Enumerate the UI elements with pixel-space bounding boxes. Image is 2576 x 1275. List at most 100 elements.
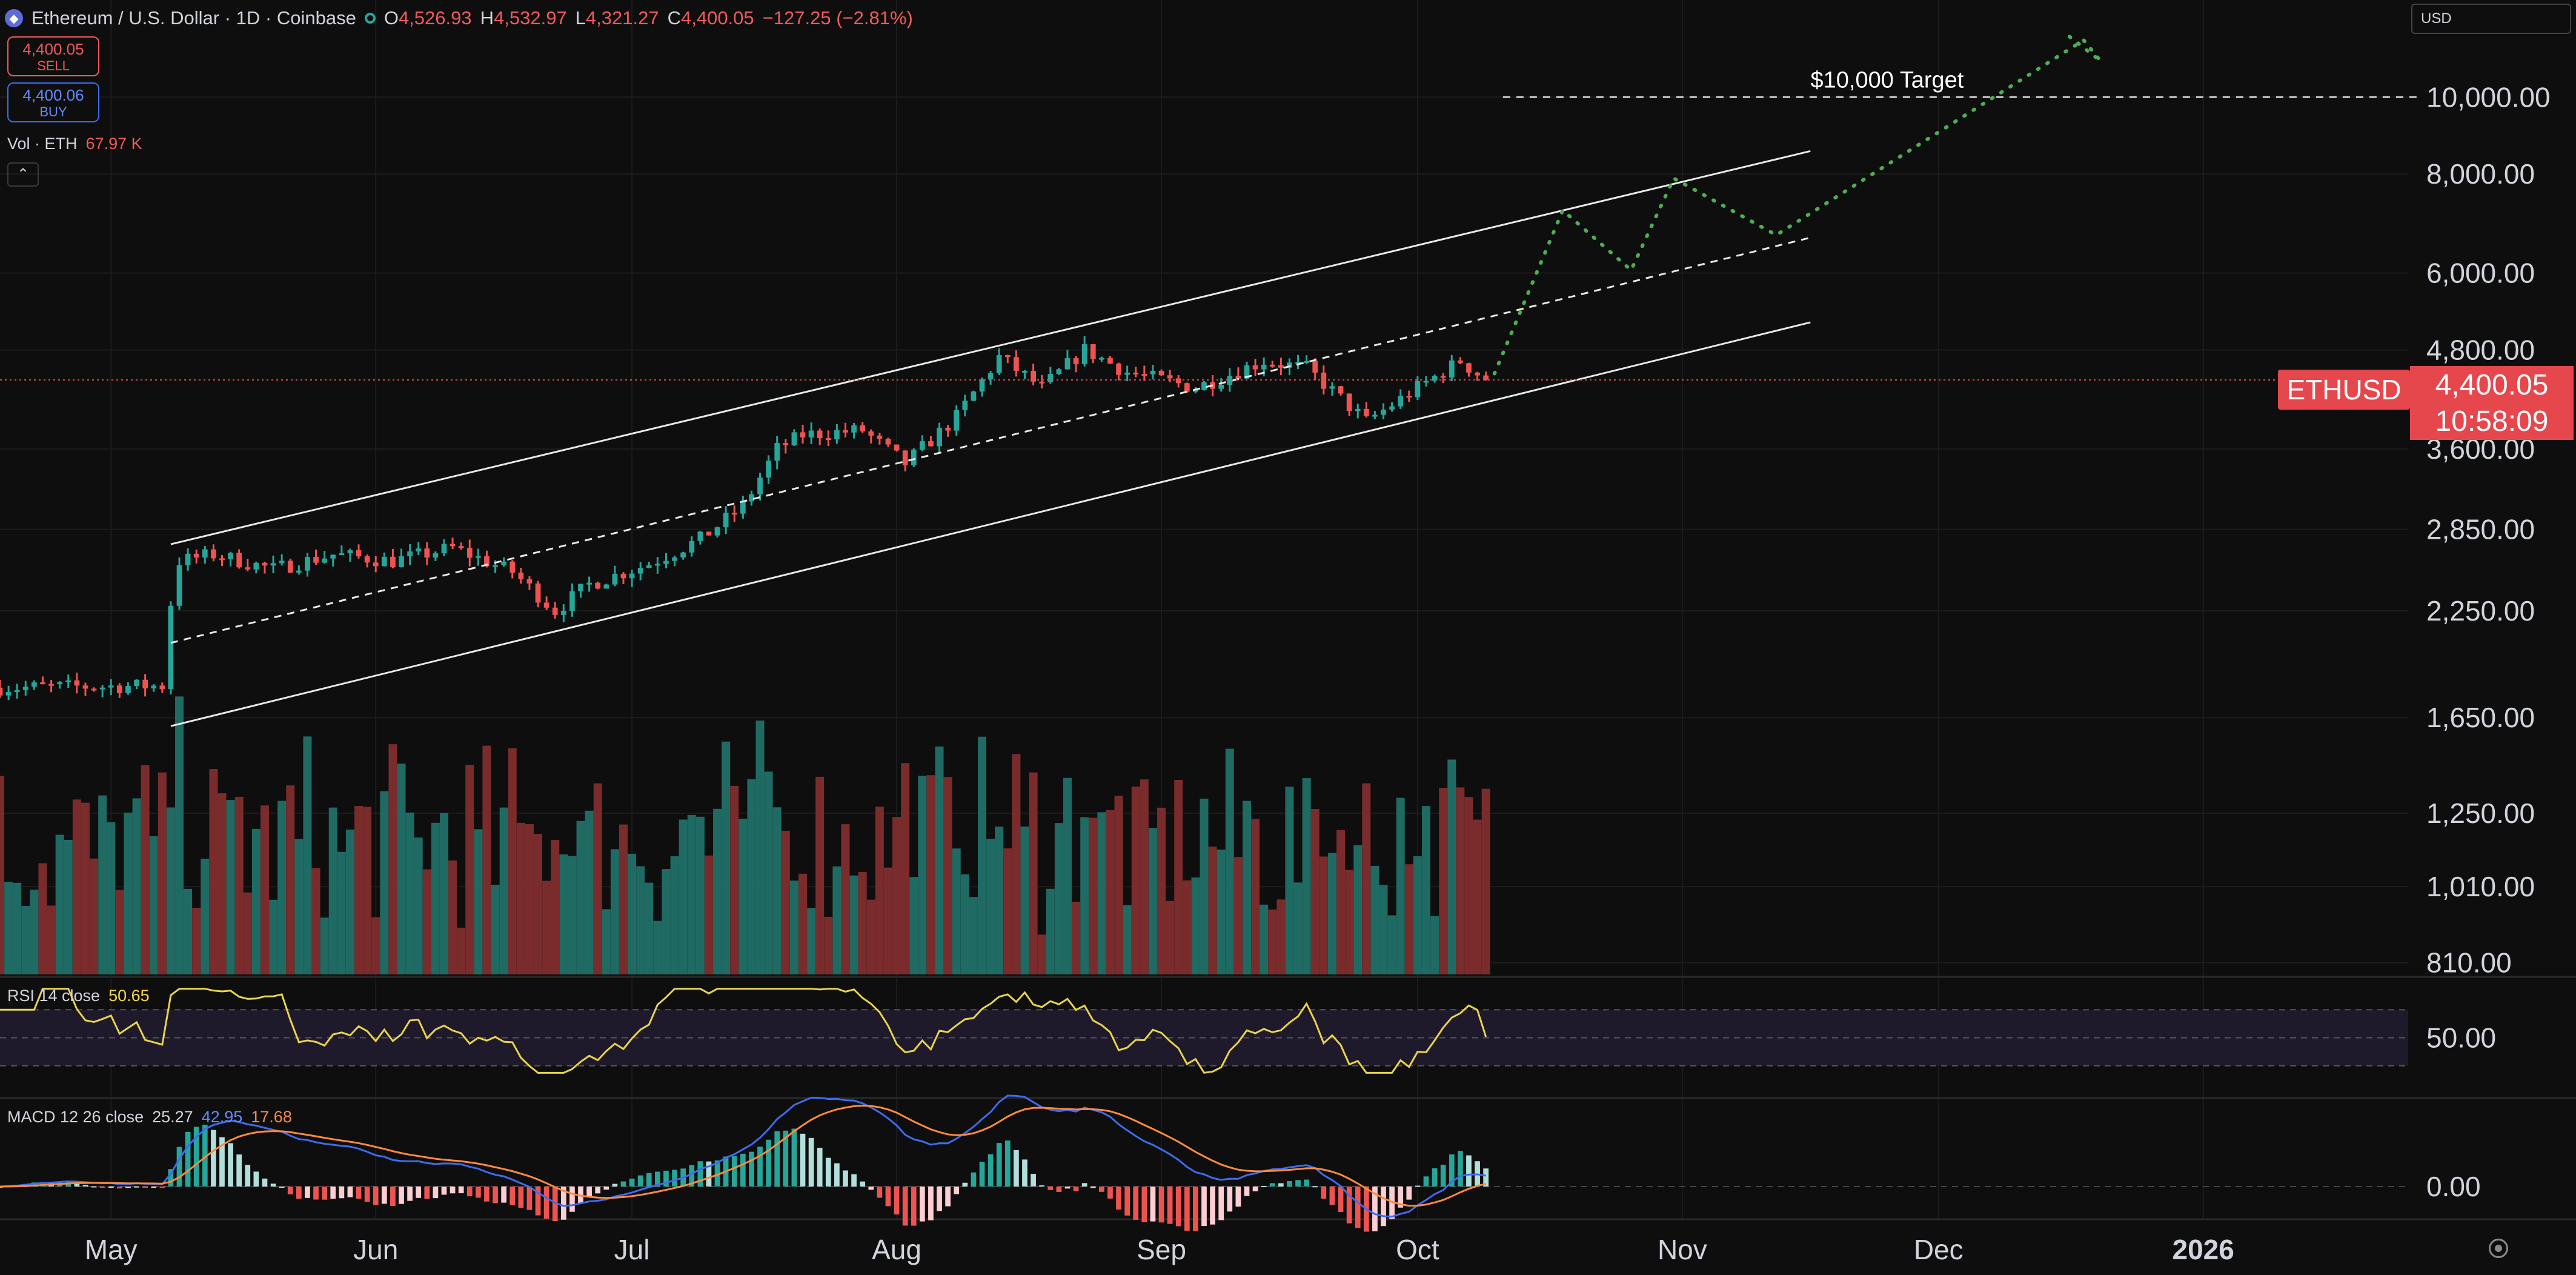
ohlc-values: O4,526.93 H4,532.97 L4,321.27 C4,400.05 … <box>383 7 913 28</box>
candle-body <box>493 565 498 567</box>
macd-hist-bar <box>877 1187 883 1198</box>
volume-bar <box>13 882 22 974</box>
macd-hist-bar <box>1064 1187 1071 1189</box>
macd-hist-bar <box>911 1187 917 1226</box>
volume-bar <box>568 856 577 974</box>
macd-hist-bar <box>1031 1174 1036 1187</box>
candle-body <box>1415 381 1421 398</box>
volume-bar <box>1430 916 1439 974</box>
candle-body <box>851 425 857 433</box>
candle-body <box>202 549 208 558</box>
volume-bar <box>610 849 619 974</box>
volume-bar <box>978 736 987 974</box>
volume-bar <box>1370 866 1379 974</box>
candle-body <box>996 355 1002 373</box>
volume-bar <box>824 916 833 974</box>
sell-button[interactable]: 4,400.05 SELL <box>7 36 99 76</box>
volume-bar <box>935 746 944 974</box>
macd-hist-bar <box>714 1160 720 1187</box>
candle-body <box>330 554 336 559</box>
macd-hist-bar <box>1201 1187 1207 1227</box>
volume-bar <box>465 765 474 974</box>
candle-body <box>817 430 823 439</box>
volume-bar <box>1421 806 1430 974</box>
macd-hist-bar <box>885 1187 891 1207</box>
candle-body <box>32 682 37 687</box>
candle-body <box>1269 364 1275 367</box>
macd-hist-bar <box>99 1187 105 1188</box>
macd-pane: 0.00 <box>0 1094 2481 1232</box>
volume-bar <box>422 869 431 974</box>
volume-bar <box>653 920 662 974</box>
macd-hist-bar <box>1432 1168 1438 1187</box>
macd-hist-bar <box>800 1133 806 1187</box>
macd-hist-bar <box>646 1173 652 1187</box>
volume-bar <box>226 800 235 974</box>
market-status-icon <box>364 13 376 24</box>
macd-hist-bar <box>458 1187 464 1194</box>
volume-bar <box>628 853 637 974</box>
macd-hist-bar <box>928 1187 934 1220</box>
macd-hist-bar <box>279 1187 285 1188</box>
candle-body <box>510 561 516 573</box>
candle-body <box>1372 414 1378 417</box>
volume-bar <box>679 819 688 974</box>
volume-legend[interactable]: Vol · ETH 67.97 K <box>7 135 142 153</box>
volume-bar <box>1251 819 1260 974</box>
volume-bar <box>1396 797 1405 974</box>
volume-bar <box>1166 900 1175 974</box>
macd-hist-bar <box>493 1187 498 1203</box>
macd-hist-bar <box>825 1157 831 1187</box>
macd-hist-bar <box>612 1183 618 1187</box>
volume-bar <box>1208 847 1217 974</box>
candle-body <box>680 552 686 558</box>
macd-hist-bar <box>1218 1187 1224 1220</box>
currency-selector[interactable]: USD <box>2411 4 2571 34</box>
volume-bar <box>585 810 594 974</box>
candle-body <box>416 548 422 551</box>
volume-bar <box>1200 798 1209 974</box>
channel-line-upper <box>170 150 1811 545</box>
candle-body <box>714 527 720 536</box>
macd-hist-bar <box>407 1187 413 1201</box>
candle-body <box>911 450 917 465</box>
volume-bar <box>1464 797 1473 974</box>
volume-bar <box>1319 856 1328 974</box>
candle-body <box>697 531 703 541</box>
volume-bar <box>30 890 39 974</box>
candle-body <box>1398 396 1404 407</box>
volume-bar <box>1336 830 1346 974</box>
symbol-title[interactable]: Ethereum / U.S. Dollar · 1D · Coinbase <box>32 7 356 28</box>
macd-hist-bar <box>1116 1187 1121 1210</box>
rsi-legend[interactable]: RSI 14 close 50.65 <box>7 987 150 1005</box>
volume-bar <box>1029 772 1038 974</box>
candle-body <box>791 432 797 445</box>
x-tick-label: Jun <box>353 1234 398 1265</box>
candle-body <box>501 561 507 565</box>
candle-body <box>475 556 481 558</box>
volume-bar <box>1481 788 1490 974</box>
macd-hist-bar <box>954 1187 960 1194</box>
chevron-up-icon[interactable]: ⌃ <box>7 162 39 187</box>
buy-button[interactable]: 4,400.06 BUY <box>7 82 99 122</box>
candle-body <box>450 544 456 547</box>
volume-bar <box>662 869 671 974</box>
macd-hist-bar <box>1252 1187 1258 1191</box>
candle-body <box>151 685 157 688</box>
macd-legend[interactable]: MACD 12 26 close 25.27 42.95 17.68 <box>7 1108 292 1127</box>
candle-body <box>458 546 464 548</box>
macd-hist-bar <box>757 1147 763 1187</box>
candlestick-series <box>0 336 1489 701</box>
candle-body <box>1389 406 1395 410</box>
macd-hist-bar <box>185 1131 191 1187</box>
volume-bar <box>294 839 304 974</box>
macd-hist-bar <box>808 1137 814 1187</box>
volume-bar <box>0 776 4 974</box>
sell-price: 4,400.05 <box>22 40 84 58</box>
macd-hist-bar <box>433 1187 439 1199</box>
gear-icon[interactable] <box>2489 1239 2508 1258</box>
volume-bar <box>448 860 457 974</box>
macd-hist-bar <box>1184 1187 1190 1231</box>
volume-bar <box>764 771 773 974</box>
